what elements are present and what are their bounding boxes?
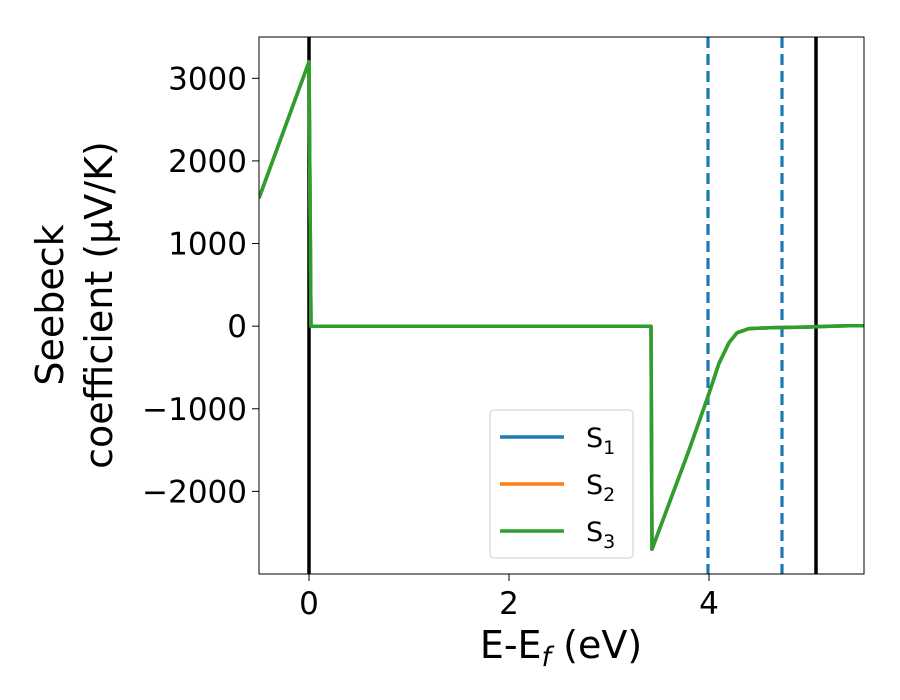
x-tick-label: 0 (299, 586, 319, 622)
y-axis: −2000 −1000 0 1000 2000 3000 (142, 61, 259, 510)
x-axis-label: E-Ef (eV) (480, 623, 642, 673)
y-axis-label-line-1: Seebeck (28, 224, 72, 385)
x-axis: 0 2 4 (299, 574, 719, 622)
y-axis-label-line-2: coefficient (μV/K) (77, 141, 121, 469)
x-tick-label: 4 (699, 586, 719, 622)
y-tick-label: −1000 (142, 392, 247, 428)
legend-label-S2: S2 (586, 470, 615, 506)
plot-frame (258, 36, 865, 575)
y-tick-label: 0 (227, 309, 247, 345)
legend-label-S3: S3 (586, 517, 615, 553)
y-tick-label: 2000 (168, 144, 247, 180)
series-lines (259, 60, 864, 551)
x-tick-label: 2 (499, 586, 519, 622)
y-tick-label: −2000 (142, 474, 247, 510)
y-tick-label: 3000 (168, 61, 247, 97)
legend-label-S1: S1 (586, 423, 615, 459)
series-line-S3 (259, 60, 864, 551)
y-tick-label: 1000 (168, 227, 247, 263)
legend: S1 S2 S3 (489, 409, 634, 559)
